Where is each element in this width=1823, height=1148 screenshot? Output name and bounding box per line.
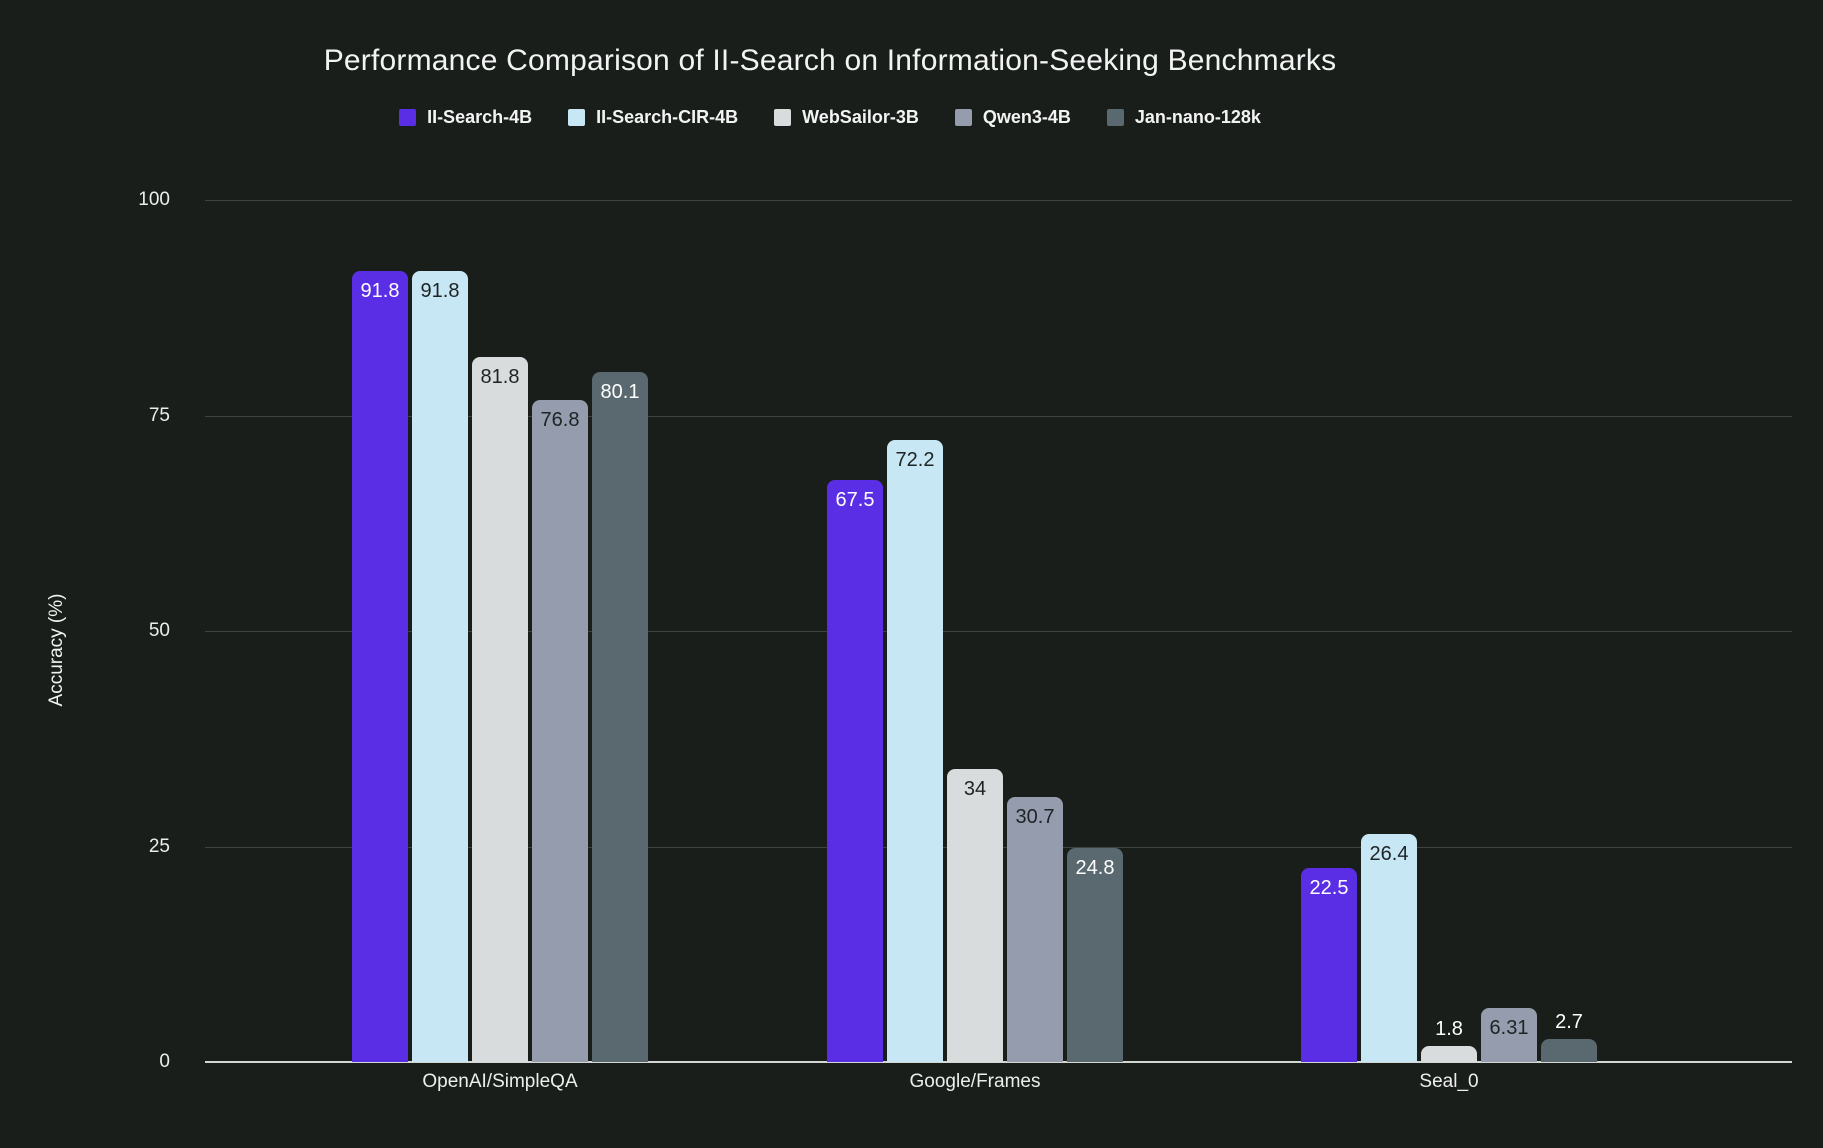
bar-qwen3-4b-seal_0: 6.31 <box>1481 1007 1537 1062</box>
y-tick-label: 100 <box>138 189 170 210</box>
bar-websailor-3b-google/frames: 34 <box>947 768 1003 1062</box>
legend-item-websailor-3b: WebSailor-3B <box>774 107 919 128</box>
legend-item-qwen3-4b: Qwen3-4B <box>954 107 1071 128</box>
bar-value-label: 76.8 <box>540 408 580 431</box>
bar-value-label: 30.7 <box>1015 806 1055 829</box>
bar-value-label: 26.4 <box>1369 843 1409 866</box>
y-tick-label: 50 <box>148 620 170 641</box>
category-label: OpenAI/SimpleQA <box>422 1071 578 1092</box>
legend-item-ii-search-4b: II-Search-4B <box>399 107 532 128</box>
bar-ii-search-cir-4b-openai/simpleqa: 91.8 <box>412 270 468 1062</box>
y-tick-label: 75 <box>148 404 170 426</box>
bar-value-label: 91.8 <box>360 279 400 302</box>
legend-swatch-icon <box>774 109 792 126</box>
bar-ii-search-4b-google/frames: 67.5 <box>827 480 883 1062</box>
bar-ii-search-4b-seal_0: 22.5 <box>1301 868 1357 1062</box>
category-label: Google/Frames <box>909 1071 1041 1092</box>
bar-jan-nano-128k-seal_0: 2.7 <box>1541 1011 1597 1062</box>
gridline <box>205 200 1792 201</box>
bar-value-label: 72.2 <box>895 448 935 471</box>
bar-value-label: 24.8 <box>1075 857 1115 880</box>
bar-ii-search-4b-openai/simpleqa: 91.8 <box>352 270 408 1062</box>
legend-swatch-icon <box>1106 109 1124 126</box>
legend-item-jan-nano-128k: Jan-nano-128k <box>1106 107 1261 128</box>
legend-swatch-icon <box>568 109 586 126</box>
bar-value-label: 22.5 <box>1309 877 1349 900</box>
legend-label: Qwen3-4B <box>982 107 1071 127</box>
bar-jan-nano-128k-google/frames: 24.8 <box>1067 848 1123 1062</box>
y-tick-label: 25 <box>148 835 170 857</box>
bar-group-google/frames: 67.5 72.2 34 30.7 24.8 <box>827 439 1123 1062</box>
bar-value-label: 1.8 <box>1435 1018 1463 1041</box>
bar-websailor-3b-openai/simpleqa: 81.8 <box>472 356 528 1062</box>
bar-value-label: 81.8 <box>480 365 520 388</box>
bar-value-label: 67.5 <box>835 489 875 512</box>
bar-ii-search-cir-4b-google/frames: 72.2 <box>887 439 943 1062</box>
bar-value-label: 2.7 <box>1555 1010 1583 1033</box>
bar-qwen3-4b-openai/simpleqa: 76.8 <box>532 399 588 1062</box>
bar-value-label: 34 <box>963 777 987 800</box>
bar-qwen3-4b-google/frames: 30.7 <box>1007 797 1063 1062</box>
bar-websailor-3b-seal_0: 1.8 <box>1421 1018 1477 1062</box>
y-axis-title: Accuracy (%) <box>46 593 67 707</box>
gridline <box>205 415 1792 417</box>
legend-label: II-Search-CIR-4B <box>596 107 739 127</box>
bar-jan-nano-128k-openai/simpleqa: 80.1 <box>592 371 648 1062</box>
bar-ii-search-cir-4b-seal_0: 26.4 <box>1361 834 1417 1062</box>
bar-group-openai/simpleqa: 91.8 91.8 81.8 76.8 80.1 <box>352 270 648 1062</box>
legend-swatch-icon <box>954 109 972 126</box>
legend-item-ii-search-cir-4b: II-Search-CIR-4B <box>568 107 738 128</box>
legend-label: WebSailor-3B <box>802 107 919 127</box>
x-axis-line <box>205 1061 1792 1063</box>
bar-value-label: 6.31 <box>1489 1016 1529 1039</box>
legend-label: Jan-nano-128k <box>1134 107 1261 127</box>
bar-group-seal_0: 22.5 26.4 1.8 6.31 2.7 <box>1301 834 1597 1062</box>
legend: II-Search-4B II-Search-CIR-4B WebSailor-3B… <box>0 107 1660 128</box>
category-label: Seal_0 <box>1419 1071 1479 1092</box>
legend-swatch-icon <box>399 109 417 126</box>
bar-value-label: 80.1 <box>600 380 640 403</box>
legend-label: II-Search-4B <box>427 107 533 127</box>
gridline <box>205 631 1792 632</box>
y-tick-label: 0 <box>159 1051 170 1072</box>
chart-title: Performance Comparison of II-Search on I… <box>323 44 1337 77</box>
bar-value-label: 91.8 <box>420 279 460 302</box>
